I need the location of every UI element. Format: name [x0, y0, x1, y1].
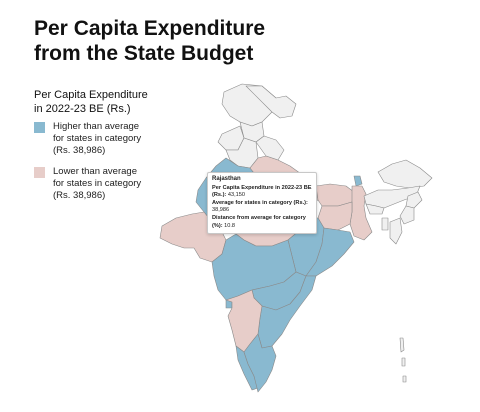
tooltip-label-distance: Distance from average for category (%): [212, 214, 306, 229]
tooltip-row-average: Average for states in category (Rs.): 38… [212, 200, 312, 215]
legend-lower-line-2: for states in category [53, 178, 142, 189]
tooltip-value-expenditure: 43,150 [227, 192, 245, 199]
tooltip-row-distance: Distance from average for category (%): … [212, 215, 312, 230]
state-meghalaya[interactable] [365, 203, 385, 215]
legend-higher-line-1: Higher than average [53, 121, 140, 132]
title-line-2: from the State Budget [34, 42, 254, 65]
state-tripura[interactable] [381, 217, 389, 231]
state-jharkhand[interactable] [317, 201, 353, 231]
tooltip-value-distance: 10.8 [224, 222, 236, 229]
state-mizoram[interactable] [389, 217, 403, 245]
tooltip-state-name: Rajasthan [212, 176, 241, 182]
legend-label-higher: Higher than average for states in catego… [53, 121, 183, 157]
state-tamil-nadu[interactable] [243, 333, 277, 393]
legend-label-lower: Lower than average for states in categor… [53, 166, 183, 202]
legend-heading-line-2: in 2022-23 BE (Rs.) [34, 103, 131, 115]
state-nagaland[interactable] [405, 191, 423, 209]
legend-item-higher: Higher than average for states in catego… [34, 121, 183, 157]
state-bihar[interactable] [315, 183, 355, 207]
state-ladakh[interactable] [245, 85, 297, 119]
state-arunachal-pradesh[interactable] [377, 159, 433, 189]
legend-higher-line-2: for states in category [53, 133, 142, 144]
tooltip-label-average: Average for states in category (Rs.): [212, 199, 308, 206]
state-odisha[interactable] [305, 227, 355, 277]
legend-heading-line-1: Per Capita Expenditure [34, 89, 148, 101]
state-maharashtra[interactable] [211, 233, 297, 301]
tooltip-label-expenditure: Per Capita Expenditure in 2022-23 BE (Rs… [212, 184, 312, 199]
tooltip-value-average: 38,986 [212, 207, 230, 214]
map-title: Per Capita Expenditure from the State Bu… [34, 16, 334, 66]
legend-heading: Per Capita Expenditure in 2022-23 BE (Rs… [34, 88, 204, 116]
state-tooltip: Rajasthan Per Capita Expenditure in 2022… [207, 172, 317, 235]
legend-swatch-higher [34, 122, 45, 133]
legend-item-lower: Lower than average for states in categor… [34, 166, 183, 202]
tooltip-row-expenditure: Per Capita Expenditure in 2022-23 BE (Rs… [212, 185, 312, 200]
state-uttarakhand[interactable] [255, 135, 285, 161]
title-line-1: Per Capita Expenditure [34, 17, 266, 40]
legend-higher-line-3: (Rs. 38,986) [53, 145, 106, 156]
legend-swatch-lower [34, 167, 45, 178]
legend-lower-line-3: (Rs. 38,986) [53, 190, 106, 201]
state-manipur[interactable] [399, 205, 415, 225]
legend-lower-line-1: Lower than average [53, 166, 137, 177]
islands-andaman-nicobar [399, 337, 407, 383]
state-sikkim[interactable] [353, 175, 363, 187]
